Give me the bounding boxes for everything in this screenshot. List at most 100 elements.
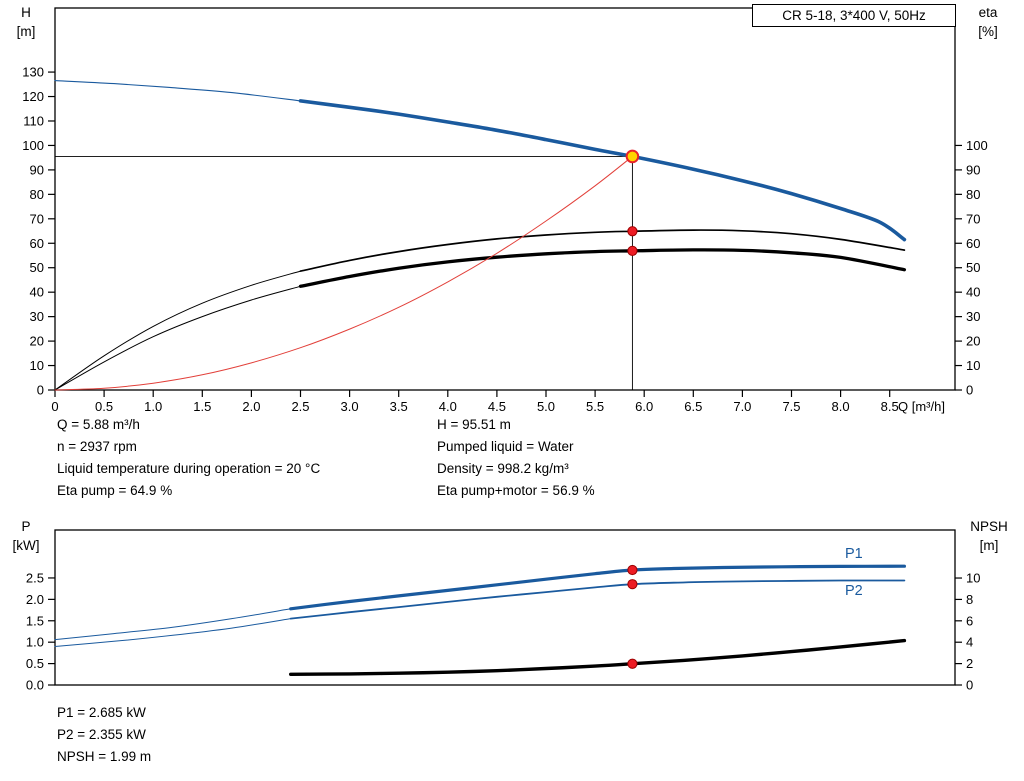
y-left-tick-label: 100 xyxy=(22,138,44,153)
y-right-tick-label: 6 xyxy=(966,613,973,628)
y-left-tick-label: 2.5 xyxy=(26,570,44,585)
duty-point-marker xyxy=(625,149,640,164)
h-axis-title: H [m] xyxy=(4,3,48,41)
x-tick-label: 4.0 xyxy=(439,399,457,414)
y-left-tick-label: 120 xyxy=(22,89,44,104)
power-npsh-chart-axes: 0.0 0.5 1.0 1.5 2.0 2.5 0 2 4 6 8 10 xyxy=(26,570,981,692)
head-curve xyxy=(298,99,907,242)
duty-eta-pump-motor-text: Eta pump+motor = 56.9 % xyxy=(437,483,595,498)
y-right-tick-label: 100 xyxy=(966,138,988,153)
y-right-tick-label: 40 xyxy=(966,285,980,300)
duty-h-text: H = 95.51 m xyxy=(437,417,511,432)
h-axis-title-unit: [m] xyxy=(16,24,36,39)
y-right-tick-label: 0 xyxy=(966,678,973,693)
npsh-axis-title-symbol: NPSH xyxy=(970,519,1008,534)
x-tick-label: 6.0 xyxy=(635,399,653,414)
y-left-tick-label: 30 xyxy=(30,309,44,324)
npsh-axis-title: NPSH [m] xyxy=(958,517,1020,555)
y-right-tick-label: 20 xyxy=(966,334,980,349)
system-curve xyxy=(54,155,633,391)
p-axis-title: P [kW] xyxy=(2,517,50,555)
y-right-tick-label: 60 xyxy=(966,236,980,251)
duty-liquid-text: Pumped liquid = Water xyxy=(437,439,574,454)
p2-curve-label: P2 xyxy=(845,583,863,599)
eta-pump-curve-leadin xyxy=(54,270,301,391)
power-npsh-chart: 0.0 0.5 1.0 1.5 2.0 2.5 0 2 4 6 8 10 xyxy=(26,529,981,693)
x-tick-label: 7.0 xyxy=(733,399,751,414)
pump-model-box: CR 5-18, 3*400 V, 50Hz xyxy=(752,4,956,27)
eta-axis-title-symbol: eta xyxy=(978,5,998,20)
x-tick-label: 8.0 xyxy=(832,399,850,414)
eta-pump-motor-duty-marker xyxy=(627,245,638,256)
x-tick-label: 6.5 xyxy=(684,399,702,414)
y-left-tick-label: 20 xyxy=(30,334,44,349)
y-left-tick-label: 70 xyxy=(30,211,44,226)
power-info: P1 = 2.685 kW P2 = 2.355 kW NPSH = 1.99 … xyxy=(57,702,151,768)
y-right-tick-label: 70 xyxy=(966,211,980,226)
y-right-tick-label: 10 xyxy=(966,358,980,373)
x-tick-label: 1.5 xyxy=(193,399,211,414)
x-tick-label: 4.5 xyxy=(488,399,506,414)
x-tick-label: 0.5 xyxy=(95,399,113,414)
y-right-tick-label: 8 xyxy=(966,592,973,607)
y-right-tick-label: 30 xyxy=(966,309,980,324)
p-axis-title-unit: [kW] xyxy=(12,538,40,553)
y-right-tick-label: 80 xyxy=(966,187,980,202)
npsh-value-text: NPSH = 1.99 m xyxy=(57,749,152,764)
y-right-tick-label: 0 xyxy=(966,383,973,398)
p-axis-title-symbol: P xyxy=(21,519,31,534)
y-right-tick-label: 50 xyxy=(966,260,980,275)
y-left-tick-label: 40 xyxy=(30,285,44,300)
x-tick-label: 5.5 xyxy=(586,399,604,414)
p2-curve-leadin xyxy=(54,618,292,647)
power-npsh-chart-frame xyxy=(54,529,956,686)
head-curve-leadin xyxy=(54,80,302,102)
npsh-curve xyxy=(289,638,907,676)
duty-eta-pump-text: Eta pump = 64.9 % xyxy=(57,483,173,498)
x-tick-label: 8.5 xyxy=(881,399,899,414)
qh-eta-chart: 0 10 20 30 40 50 60 70 80 90 100 110 120 130 0 10 20 30 40… xyxy=(22,7,988,414)
y-left-tick-label: 0.5 xyxy=(26,656,44,671)
p2-curve xyxy=(289,579,906,620)
duty-speed-text: n = 2937 rpm xyxy=(57,439,137,454)
h-axis-title-symbol: H xyxy=(21,5,31,20)
duty-q-text: Q = 5.88 m³/h xyxy=(57,417,140,432)
p1-duty-marker xyxy=(627,564,638,576)
x-tick-label: 3.5 xyxy=(390,399,408,414)
x-tick-label: 3.0 xyxy=(341,399,359,414)
npsh-duty-marker xyxy=(627,658,638,669)
x-tick-label: 7.5 xyxy=(782,399,800,414)
eta-pump-duty-marker xyxy=(627,226,638,237)
y-left-tick-label: 90 xyxy=(30,162,44,177)
y-right-tick-label: 2 xyxy=(966,656,973,671)
p1-value-text: P1 = 2.685 kW xyxy=(57,705,146,720)
p1-curve-leadin xyxy=(54,608,292,641)
y-left-tick-label: 80 xyxy=(30,187,44,202)
eta-axis-title-unit: [%] xyxy=(978,24,998,39)
qh-eta-chart-axes: 0 10 20 30 40 50 60 70 80 90 100 110 120 130 0 10 20 30 40… xyxy=(22,65,987,414)
p1-curve xyxy=(289,564,906,611)
eta-pump-motor-curve-leadin xyxy=(54,285,301,391)
x-tick-label: 2.5 xyxy=(291,399,309,414)
eta-pump-motor-curve xyxy=(298,248,907,288)
x-tick-label: 2.0 xyxy=(242,399,260,414)
y-left-tick-label: 50 xyxy=(30,260,44,275)
y-left-tick-label: 0 xyxy=(37,383,44,398)
x-axis-unit-label: Q [m³/h] xyxy=(898,399,945,414)
y-right-tick-label: 4 xyxy=(966,635,973,650)
duty-info-left: Q = 5.88 m³/h n = 2937 rpm Liquid temper… xyxy=(57,414,320,502)
eta-axis-title: eta [%] xyxy=(962,3,1014,41)
y-left-tick-label: 1.0 xyxy=(26,635,44,650)
duty-temperature-text: Liquid temperature during operation = 20… xyxy=(57,461,321,476)
y-left-tick-label: 60 xyxy=(30,236,44,251)
y-left-tick-label: 10 xyxy=(30,358,44,373)
y-right-tick-label: 90 xyxy=(966,162,980,177)
duty-density-text: Density = 998.2 kg/m³ xyxy=(437,461,569,476)
y-left-tick-label: 0.0 xyxy=(26,678,44,693)
eta-pump-curve xyxy=(299,229,906,272)
npsh-axis-title-unit: [m] xyxy=(979,538,999,553)
p1-curve-label: P1 xyxy=(845,546,863,562)
x-tick-label: 5.0 xyxy=(537,399,555,414)
